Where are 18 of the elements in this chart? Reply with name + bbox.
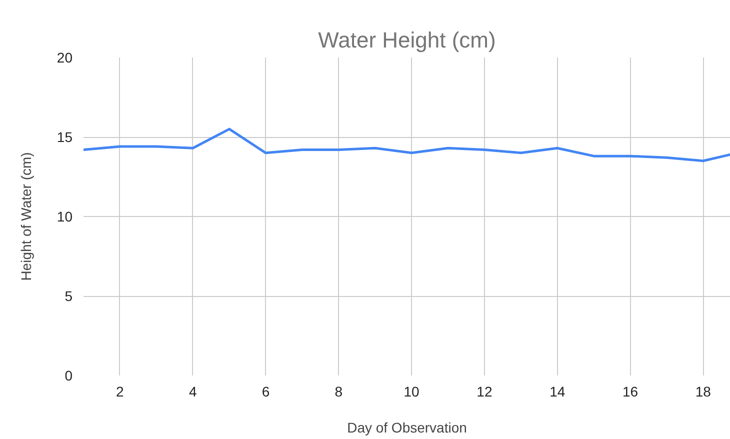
y-tick-label: 15 xyxy=(56,129,73,145)
y-tick-label: 5 xyxy=(64,288,73,304)
x-tick-label: 10 xyxy=(404,384,420,400)
y-tick-label: 0 xyxy=(64,368,73,384)
x-tick-label: 18 xyxy=(695,384,712,400)
x-tick-label: 16 xyxy=(622,384,638,400)
line-series xyxy=(84,128,730,162)
chart-title: Water Height (cm) xyxy=(318,28,496,52)
x-tick-label: 2 xyxy=(116,384,124,400)
x-tick-label: 6 xyxy=(262,384,270,400)
x-tick-label: 14 xyxy=(550,384,566,400)
x-tick-label: 4 xyxy=(188,384,197,400)
y-axis-title: Height of Water (cm) xyxy=(18,152,34,281)
y-tick-label: 20 xyxy=(56,50,73,66)
x-tick-label: 8 xyxy=(334,384,343,400)
x-axis-title: Day of Observation xyxy=(347,420,467,436)
x-tick-label: 12 xyxy=(476,384,492,400)
y-tick-label: 10 xyxy=(56,208,73,224)
